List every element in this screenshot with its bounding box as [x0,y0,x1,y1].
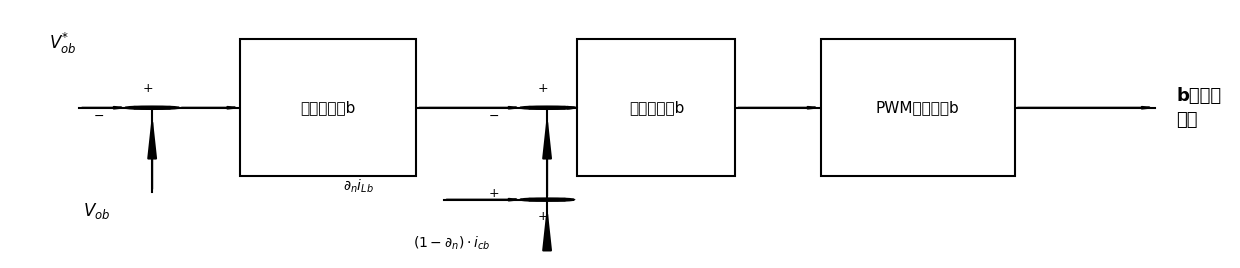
Text: $V_{ob}$: $V_{ob}$ [83,202,110,221]
Text: b相桥臂
开关: b相桥臂 开关 [1177,87,1221,129]
Text: $+$: $+$ [537,81,548,95]
Text: 电压调节器b: 电压调节器b [300,100,356,115]
Text: $+$: $+$ [489,187,500,200]
Text: $+$: $+$ [141,81,153,95]
Text: 电流调节器b: 电流调节器b [629,100,684,115]
Text: $V_{ob}^{*}$: $V_{ob}^{*}$ [48,31,76,56]
Text: $-$: $-$ [93,109,104,122]
Bar [578,39,735,176]
Text: $-$: $-$ [489,109,500,122]
Text: $+$: $+$ [537,210,548,223]
Bar [821,39,1014,176]
Text: PWM波发生器b: PWM波发生器b [875,100,960,115]
Text: $(1-\partial_n)\cdot i_{cb}$: $(1-\partial_n)\cdot i_{cb}$ [413,234,491,252]
Bar [241,39,417,176]
Text: $\partial_n i_{Lb}$: $\partial_n i_{Lb}$ [343,178,373,195]
